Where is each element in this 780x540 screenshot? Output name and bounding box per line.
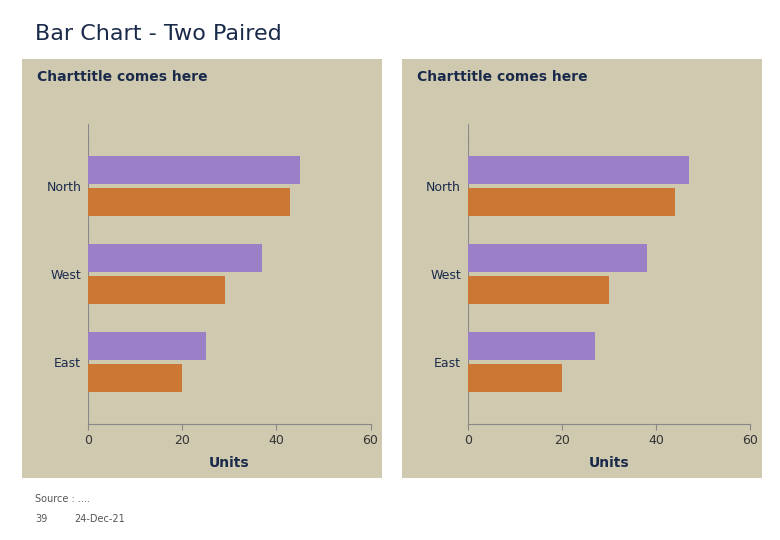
Bar [88, 332, 206, 360]
Bar [468, 244, 647, 272]
Bar [468, 156, 690, 184]
X-axis label: Units: Units [589, 456, 629, 470]
Text: Source : ....: Source : .... [35, 494, 90, 504]
Text: Bar Chart - Two Paired: Bar Chart - Two Paired [35, 24, 282, 44]
Bar [88, 188, 290, 216]
X-axis label: Units: Units [209, 456, 250, 470]
Text: 39: 39 [35, 514, 48, 524]
Bar [468, 188, 675, 216]
Bar [88, 364, 183, 392]
Text: Charttitle comes here: Charttitle comes here [37, 70, 208, 84]
Text: 24-Dec-21: 24-Dec-21 [74, 514, 125, 524]
Bar [88, 156, 300, 184]
Bar [468, 276, 609, 304]
Bar [88, 244, 262, 272]
Bar [88, 276, 225, 304]
Bar [468, 332, 595, 360]
Text: Charttitle comes here: Charttitle comes here [417, 70, 588, 84]
Bar [468, 364, 562, 392]
